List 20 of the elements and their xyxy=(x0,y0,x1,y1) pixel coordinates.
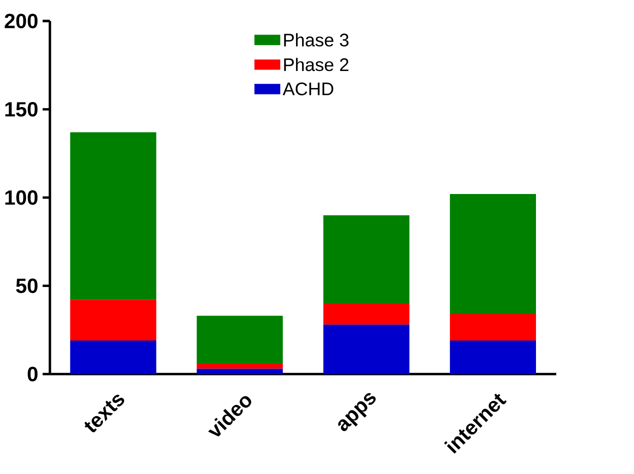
bar xyxy=(196,316,283,364)
y-tick-label: 150 xyxy=(5,102,38,117)
legend-label: ACHD xyxy=(282,82,334,96)
legend-label: Phase 2 xyxy=(284,58,348,72)
bar xyxy=(323,215,410,304)
bar xyxy=(70,340,156,374)
bar xyxy=(450,194,536,314)
legend-label: Phase 3 xyxy=(284,33,348,47)
y-tick-label: 100 xyxy=(5,190,38,205)
y-tick-label: 50 xyxy=(16,278,38,294)
bar xyxy=(450,314,536,341)
y-tick-label: 200 xyxy=(4,14,38,28)
bar xyxy=(70,300,156,341)
bar xyxy=(196,363,283,369)
bar xyxy=(323,324,410,374)
bar xyxy=(70,132,156,300)
bar xyxy=(196,368,283,374)
bar xyxy=(450,340,536,374)
y-tick-label: 0 xyxy=(28,366,38,382)
bar xyxy=(323,303,410,325)
